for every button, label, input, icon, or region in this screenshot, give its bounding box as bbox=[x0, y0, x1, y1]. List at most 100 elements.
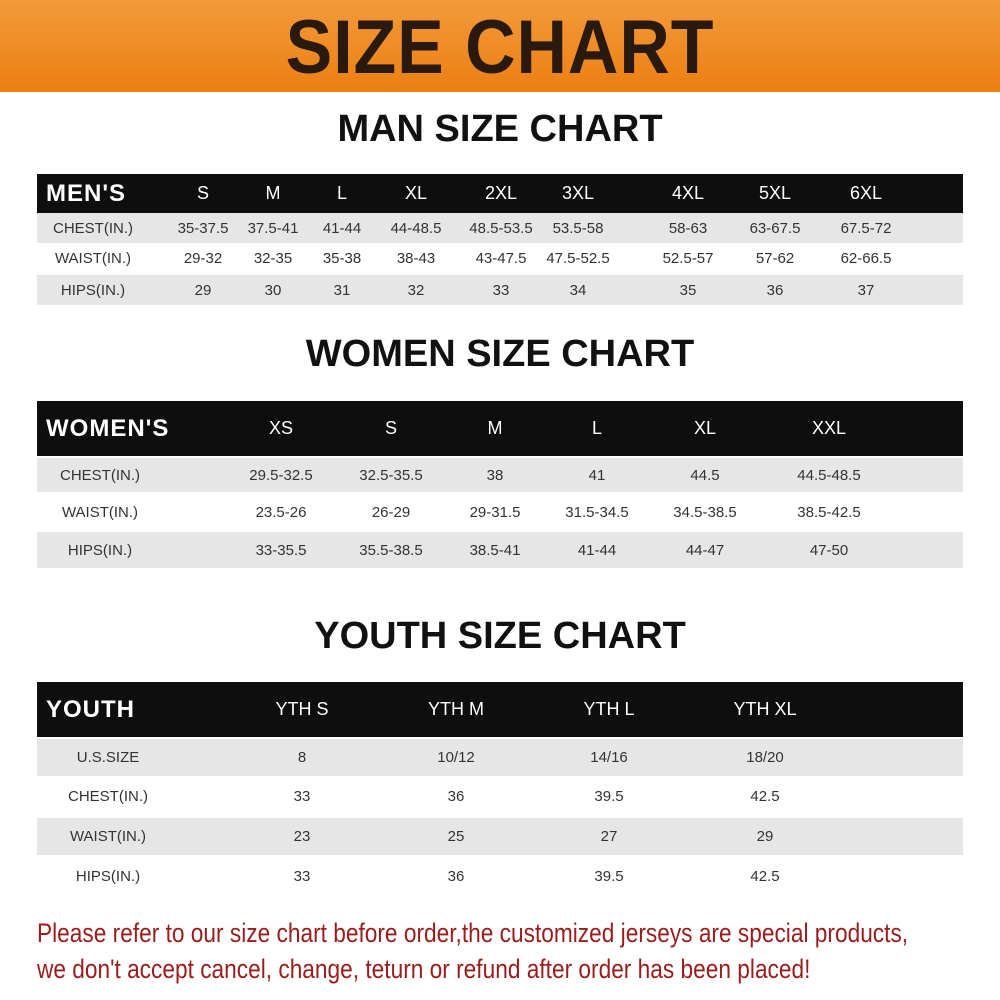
size-header: YTH L bbox=[583, 699, 635, 719]
table-cell: 47.5-52.5 bbox=[546, 249, 610, 267]
table-cell: 29-32 bbox=[183, 249, 223, 267]
row-label: HIPS(IN.) bbox=[60, 281, 126, 299]
table-cell: 41-44 bbox=[322, 219, 362, 237]
table-row: CHEST(IN.) 35-37.5 37.5-41 41-44 44-48.5 48.5… bbox=[37, 213, 963, 243]
notice-line-2: we don't accept cancel, change, teturn o… bbox=[37, 954, 811, 984]
size-header: XL bbox=[404, 183, 428, 203]
table-cell: 33 bbox=[492, 281, 510, 299]
table-cell: 33 bbox=[293, 867, 311, 885]
table-row: HIPS(IN.) 33-35.5 35.5-38.5 38.5-41 41-44 44-… bbox=[37, 532, 963, 568]
table-cell: 52.5-57 bbox=[662, 249, 714, 267]
table-cell: 38-43 bbox=[396, 249, 436, 267]
men-header-row: MEN'S S M L XL 2XL 3XL 4XL 5XL 6XL bbox=[37, 174, 963, 213]
table-cell: 47-50 bbox=[809, 541, 849, 559]
table-cell: 32 bbox=[407, 281, 425, 299]
table-cell: 44-47 bbox=[685, 541, 725, 559]
youth-section-title: YOUTH SIZE CHART bbox=[314, 615, 686, 657]
size-header: YTH XL bbox=[733, 699, 797, 719]
table-cell: 32.5-35.5 bbox=[359, 466, 423, 484]
size-header: S bbox=[384, 418, 398, 438]
table-cell: 57-62 bbox=[755, 249, 795, 267]
table-cell: 34.5-38.5 bbox=[673, 503, 737, 521]
size-header: YTH M bbox=[428, 699, 484, 719]
size-header: S bbox=[196, 183, 210, 203]
table-cell: 39.5 bbox=[594, 867, 624, 885]
table-cell: 67.5-72 bbox=[840, 219, 892, 237]
table-cell: 42.5 bbox=[750, 867, 780, 885]
men-header-label: MEN'S bbox=[46, 179, 127, 207]
table-cell: 58-63 bbox=[668, 219, 708, 237]
table-cell: 30 bbox=[264, 281, 282, 299]
table-cell: 38.5-41 bbox=[469, 541, 521, 559]
table-cell: 35.5-38.5 bbox=[359, 541, 423, 559]
table-cell: 8 bbox=[297, 749, 307, 766]
table-cell: 29 bbox=[756, 828, 774, 845]
table-row: WAIST(IN.) 29-32 32-35 35-38 38-43 43-47.5 47.… bbox=[37, 243, 963, 273]
table-cell: 62-66.5 bbox=[840, 249, 892, 267]
table-cell: 41 bbox=[588, 466, 606, 484]
size-header: XL bbox=[693, 418, 717, 438]
table-cell: 44-48.5 bbox=[390, 219, 442, 237]
table-cell: 37 bbox=[857, 281, 875, 299]
size-header: M bbox=[487, 418, 503, 438]
table-cell: 37.5-41 bbox=[247, 219, 299, 237]
table-cell: 31.5-34.5 bbox=[565, 503, 629, 521]
row-label: CHEST(IN.) bbox=[60, 466, 140, 484]
table-row: HIPS(IN.) 33 36 39.5 42.5 bbox=[37, 857, 963, 895]
table-cell: 35 bbox=[679, 281, 697, 299]
table-cell: 44.5 bbox=[690, 466, 720, 484]
size-header: YTH S bbox=[275, 699, 329, 719]
table-cell: 33 bbox=[293, 788, 311, 805]
youth-header-label: YOUTH bbox=[46, 695, 135, 723]
table-cell: 36 bbox=[447, 867, 465, 885]
banner: SIZE CHART bbox=[0, 0, 1000, 92]
table-cell: 38 bbox=[486, 466, 504, 484]
table-row: CHEST(IN.) 29.5-32.5 32.5-35.5 38 41 44.5 44.5… bbox=[37, 458, 963, 492]
table-row: U.S.SIZE 8 10/12 14/16 18/20 bbox=[37, 739, 963, 776]
table-cell: 25 bbox=[447, 828, 465, 845]
size-header: XS bbox=[268, 418, 294, 438]
row-label: HIPS(IN.) bbox=[67, 541, 133, 559]
size-header: 6XL bbox=[849, 183, 883, 203]
size-header: L bbox=[336, 183, 348, 203]
table-cell: 36 bbox=[447, 788, 465, 805]
size-header: XXL bbox=[811, 418, 847, 438]
table-cell: 41-44 bbox=[577, 541, 617, 559]
table-cell: 33-35.5 bbox=[255, 541, 307, 559]
row-label: WAIST(IN.) bbox=[69, 828, 147, 845]
table-row: CHEST(IN.) 33 36 39.5 42.5 bbox=[37, 778, 963, 815]
table-cell: 35-38 bbox=[322, 249, 362, 267]
table-cell: 23 bbox=[293, 828, 311, 845]
table-row: WAIST(IN.) 23 25 27 29 bbox=[37, 818, 963, 855]
youth-header-row: YOUTH YTH S YTH M YTH L YTH XL bbox=[37, 682, 963, 737]
table-cell: 31 bbox=[333, 281, 351, 299]
table-cell: 14/16 bbox=[590, 749, 628, 766]
table-cell: 23.5-26 bbox=[255, 503, 307, 521]
women-section-title: WOMEN SIZE CHART bbox=[305, 333, 695, 375]
table-cell: 36 bbox=[766, 281, 784, 299]
table-cell: 38.5-42.5 bbox=[797, 503, 861, 521]
size-header: L bbox=[591, 418, 603, 438]
table-cell: 10/12 bbox=[437, 749, 475, 766]
table-row: HIPS(IN.) 29 30 31 32 33 34 35 36 37 bbox=[37, 275, 963, 305]
table-cell: 32-35 bbox=[253, 249, 293, 267]
table-cell: 29-31.5 bbox=[469, 503, 521, 521]
men-section-title: MAN SIZE CHART bbox=[337, 108, 663, 150]
row-label: WAIST(IN.) bbox=[61, 503, 139, 521]
size-header: 2XL bbox=[484, 183, 518, 203]
banner-title: SIZE CHART bbox=[285, 5, 715, 90]
table-row: WAIST(IN.) 23.5-26 26-29 29-31.5 31.5-34.5 34… bbox=[37, 494, 963, 530]
table-cell: 27 bbox=[600, 828, 618, 845]
size-header: M bbox=[265, 183, 281, 203]
table-cell: 29.5-32.5 bbox=[249, 466, 313, 484]
table-cell: 26-29 bbox=[371, 503, 411, 521]
size-header: 3XL bbox=[561, 183, 595, 203]
women-header-row: WOMEN'S XS S M L XL XXL bbox=[37, 401, 963, 456]
row-label: U.S.SIZE bbox=[76, 749, 140, 766]
row-label: WAIST(IN.) bbox=[54, 249, 132, 267]
size-header: 4XL bbox=[671, 183, 705, 203]
notice-line-1: Please refer to our size chart before or… bbox=[37, 918, 909, 948]
table-cell: 53.5-58 bbox=[552, 219, 604, 237]
row-label: CHEST(IN.) bbox=[53, 219, 133, 237]
table-cell: 39.5 bbox=[594, 788, 624, 805]
